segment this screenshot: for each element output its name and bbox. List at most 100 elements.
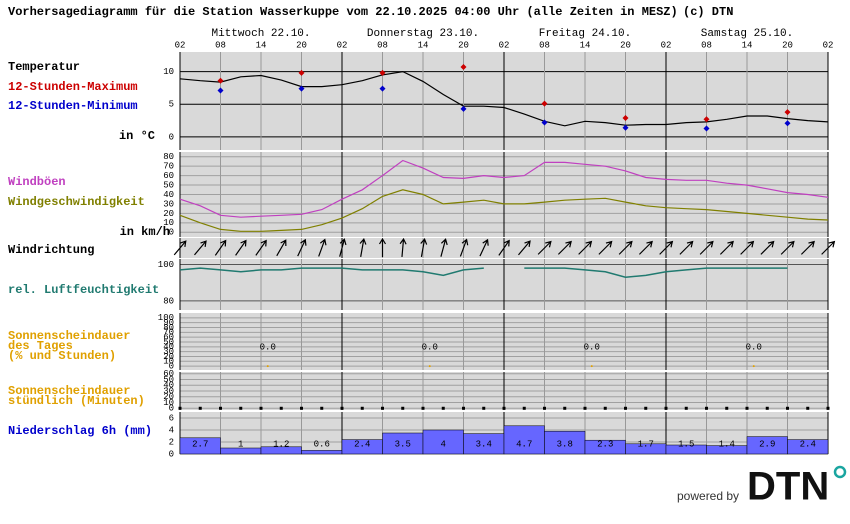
y-tick-label: 80 [163, 296, 174, 306]
y-tick-label: 70 [163, 328, 174, 338]
temperature-min-marker [379, 85, 386, 92]
y-tick-label: 0 [169, 362, 174, 372]
y-tick-label: 10 [163, 357, 174, 367]
wind-arrow [359, 237, 367, 257]
day-label: Mittwoch 22.10. [211, 28, 310, 40]
wind-arrow [440, 238, 448, 257]
sunshine-hourly-dot [684, 406, 688, 410]
panel-label: Niederschlag 6h (mm) [8, 424, 152, 438]
precipitation-label: 1 [238, 439, 243, 449]
sunshine-hourly-dot [502, 406, 506, 410]
y-tick-label: 4 [169, 425, 174, 435]
wind-arrow [740, 240, 755, 255]
wind-arrow [659, 240, 674, 255]
y-tick-label: 0 [169, 404, 174, 414]
y-tick-label: 60 [163, 369, 174, 379]
panel-label: Windrichtung [8, 243, 94, 257]
title: Vorhersagediagramm für die Station Wasse… [8, 5, 678, 19]
wind-arrow [537, 240, 552, 255]
y-tick-label: 90 [163, 318, 174, 328]
wind-arrow [518, 240, 531, 256]
sunshine-hourly-dot [624, 406, 627, 410]
precipitation-label: 3.4 [476, 439, 492, 449]
y-tick-label: 6 [169, 413, 174, 423]
precipitation-label: 3.8 [557, 439, 573, 449]
wind-arrow [297, 238, 307, 257]
y-tick-label: 70 [163, 162, 174, 172]
y-tick-label: 30 [163, 386, 174, 396]
temperature-max-marker [784, 109, 791, 116]
wind-arrow [598, 240, 613, 255]
sunshine-hourly-dot [664, 406, 668, 410]
wind-arrow [339, 238, 347, 257]
y-tick-label: 5 [169, 100, 174, 110]
hour-label: 08 [701, 40, 712, 50]
wind-arrow [760, 240, 775, 255]
sunshine-hourly-dot [826, 406, 830, 410]
y-tick-label: 20 [163, 209, 174, 219]
sunshine-hourly-dot [441, 406, 445, 410]
panel-label: des Tages [8, 339, 73, 353]
hour-label: 20 [782, 40, 793, 50]
sunshine-hourly-dot [725, 406, 729, 410]
day-label: Samstag 25.10. [701, 28, 793, 40]
wind-arrow [173, 240, 187, 256]
y-tick-label: 20 [163, 392, 174, 402]
y-tick-label: 30 [163, 347, 174, 357]
wind-arrow [255, 239, 267, 256]
sunshine-hourly-dot [603, 406, 607, 410]
hour-label: 02 [175, 40, 186, 50]
y-tick-label: 40 [163, 342, 174, 352]
wind-arrow [618, 240, 633, 255]
y-tick-label: 50 [163, 375, 174, 385]
sunshine-hourly-dot [198, 406, 202, 410]
wind-arrow [780, 240, 795, 255]
precipitation-bar [787, 439, 829, 455]
wind-arrow [557, 240, 572, 255]
panel-label: Sonnenscheindauer [8, 384, 130, 398]
sunshine-day-dot [266, 365, 269, 368]
copyright: (c) DTN [683, 5, 733, 19]
y-tick-label: 40 [163, 190, 174, 200]
temperature-max-marker [298, 69, 305, 76]
y-tick-label: 80 [163, 323, 174, 333]
sunshine-hourly-dot [259, 406, 263, 410]
hour-label: 02 [499, 40, 510, 50]
sunshine-day-dot [428, 365, 431, 368]
temperature-max-marker [541, 100, 548, 107]
temperature-min-marker [460, 105, 467, 112]
panel-label: (% und Stunden) [8, 349, 116, 363]
y-tick-label: 10 [163, 218, 174, 228]
wind-arrow [378, 237, 387, 257]
panel-label: 12-Stunden-Maximum [8, 80, 138, 94]
temperature-min-marker [217, 87, 224, 94]
panel-label: stündlich (Minuten) [8, 394, 145, 408]
panel-label: Windböen [8, 175, 66, 189]
y-tick-label: 2 [169, 437, 174, 447]
series-line [179, 189, 829, 232]
sunshine-hourly-dot [421, 406, 425, 410]
day-label: Freitag 24.10. [539, 28, 631, 40]
sunshine-day-label: 0.0 [584, 342, 600, 352]
precipitation-label: 2.9 [759, 439, 775, 449]
sunshine-hourly-dot [219, 406, 222, 410]
sunshine-hourly-dot [806, 406, 810, 410]
precipitation-bar [179, 437, 221, 455]
sunshine-hourly-dot [765, 406, 769, 410]
wind-arrow [578, 240, 593, 255]
sunshine-hourly-dot [563, 406, 567, 410]
precipitation-bar [422, 429, 464, 455]
hour-label: 08 [377, 40, 388, 50]
y-tick-label: 30 [163, 199, 174, 209]
temperature-max-marker [217, 77, 224, 84]
sunshine-hourly-dot [239, 406, 243, 410]
precipitation-label: 2.7 [192, 439, 208, 449]
wind-arrow [399, 237, 407, 258]
wind-arrow [235, 239, 247, 256]
y-tick-label: 10 [163, 67, 174, 77]
y-tick-label: 20 [163, 352, 174, 362]
y-tick-label: 10 [163, 398, 174, 408]
hour-label: 14 [580, 40, 591, 50]
sunshine-hourly-dot [381, 406, 384, 410]
wind-arrow [638, 240, 653, 255]
